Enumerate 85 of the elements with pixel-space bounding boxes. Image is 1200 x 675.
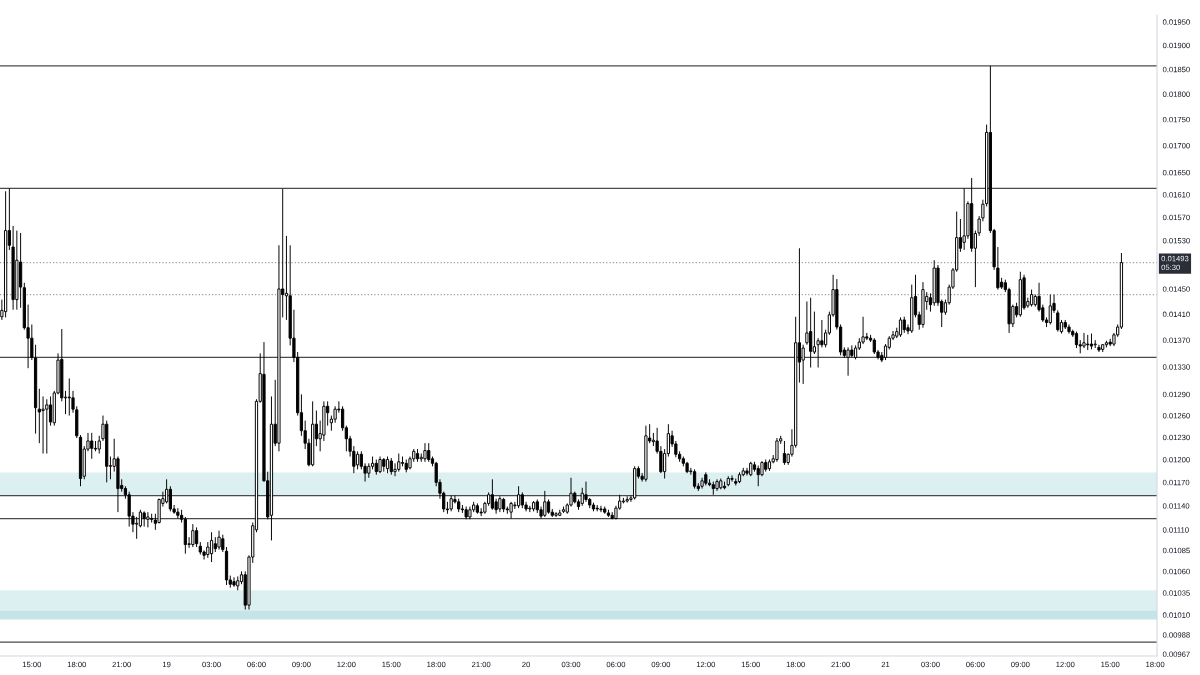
candlestick bbox=[397, 453, 401, 473]
candlestick bbox=[543, 490, 547, 518]
candlestick bbox=[558, 509, 562, 517]
candlestick bbox=[644, 425, 648, 483]
candlestick bbox=[1082, 332, 1086, 349]
candlestick bbox=[355, 450, 360, 470]
candlestick bbox=[921, 281, 925, 329]
candlestick bbox=[962, 187, 966, 251]
candlestick bbox=[509, 501, 513, 520]
candlestick bbox=[692, 468, 697, 490]
candlestick bbox=[490, 478, 494, 511]
candlestick bbox=[217, 530, 221, 551]
candlestick bbox=[468, 506, 472, 520]
candlestick bbox=[457, 498, 461, 513]
candlestick bbox=[415, 448, 420, 463]
candlestick bbox=[209, 531, 214, 563]
candlestick bbox=[1074, 331, 1079, 349]
candlestick bbox=[502, 497, 506, 513]
candlestick bbox=[232, 576, 236, 588]
candlestick bbox=[722, 481, 727, 490]
candlestick bbox=[704, 471, 708, 486]
candlestick bbox=[516, 485, 521, 509]
candlestick bbox=[45, 398, 49, 455]
candlestick bbox=[1097, 344, 1101, 353]
candlestick bbox=[176, 507, 180, 520]
candlestick bbox=[475, 502, 480, 515]
candlestick bbox=[749, 461, 753, 477]
candlestick bbox=[191, 523, 195, 548]
candlestick bbox=[404, 459, 408, 473]
candlestick bbox=[599, 505, 603, 513]
candlestick bbox=[603, 506, 607, 515]
candlestick bbox=[737, 471, 742, 484]
candlestick bbox=[1048, 294, 1052, 325]
candlestick bbox=[531, 500, 536, 512]
candlestick bbox=[528, 505, 532, 513]
candlestick bbox=[1104, 340, 1109, 348]
candlestick bbox=[374, 459, 378, 476]
candlestick bbox=[382, 457, 386, 473]
candlestick bbox=[561, 506, 566, 514]
candlestick bbox=[782, 440, 787, 466]
candlestick bbox=[1086, 334, 1090, 351]
candlestick bbox=[711, 481, 715, 496]
candlestick bbox=[385, 456, 390, 474]
candlestick bbox=[90, 432, 94, 460]
candlestick bbox=[625, 495, 629, 504]
candlestick bbox=[595, 504, 599, 512]
candlestick bbox=[715, 478, 719, 492]
candlestick bbox=[764, 459, 768, 473]
candlestick bbox=[142, 510, 146, 528]
candlestick bbox=[1063, 319, 1067, 330]
candlestick bbox=[730, 474, 734, 483]
candlestick bbox=[898, 316, 903, 338]
candlestick bbox=[872, 337, 876, 355]
candlestick bbox=[146, 511, 150, 528]
candlestick bbox=[775, 437, 779, 463]
candlestick bbox=[194, 526, 199, 548]
candlestick bbox=[4, 190, 8, 318]
candlestick bbox=[15, 230, 19, 311]
candlestick bbox=[846, 346, 850, 377]
candlestick bbox=[1089, 333, 1094, 350]
candlestick bbox=[236, 575, 240, 591]
candlestick bbox=[389, 457, 393, 476]
candlestick bbox=[311, 400, 315, 467]
candlestick bbox=[498, 495, 502, 513]
candlestick bbox=[1018, 271, 1022, 318]
candlestick bbox=[449, 495, 453, 512]
candlestick bbox=[606, 509, 611, 518]
candlestick bbox=[756, 465, 760, 487]
candlestick bbox=[554, 511, 558, 518]
candlestick bbox=[105, 420, 109, 483]
candlestick bbox=[685, 461, 689, 474]
candlestick bbox=[767, 459, 772, 472]
candlestick bbox=[464, 506, 468, 520]
candlestick bbox=[809, 297, 813, 368]
candlestick bbox=[67, 377, 71, 417]
candlestick bbox=[726, 475, 730, 487]
candlestick bbox=[427, 442, 431, 463]
candlestick bbox=[902, 316, 906, 334]
candlestick bbox=[591, 502, 596, 512]
candlestick bbox=[423, 442, 427, 463]
candlestick bbox=[633, 465, 637, 500]
candlestick bbox=[378, 456, 382, 474]
candlestick bbox=[1029, 289, 1034, 308]
candlestick bbox=[1067, 323, 1071, 335]
candlestick bbox=[1101, 343, 1105, 353]
